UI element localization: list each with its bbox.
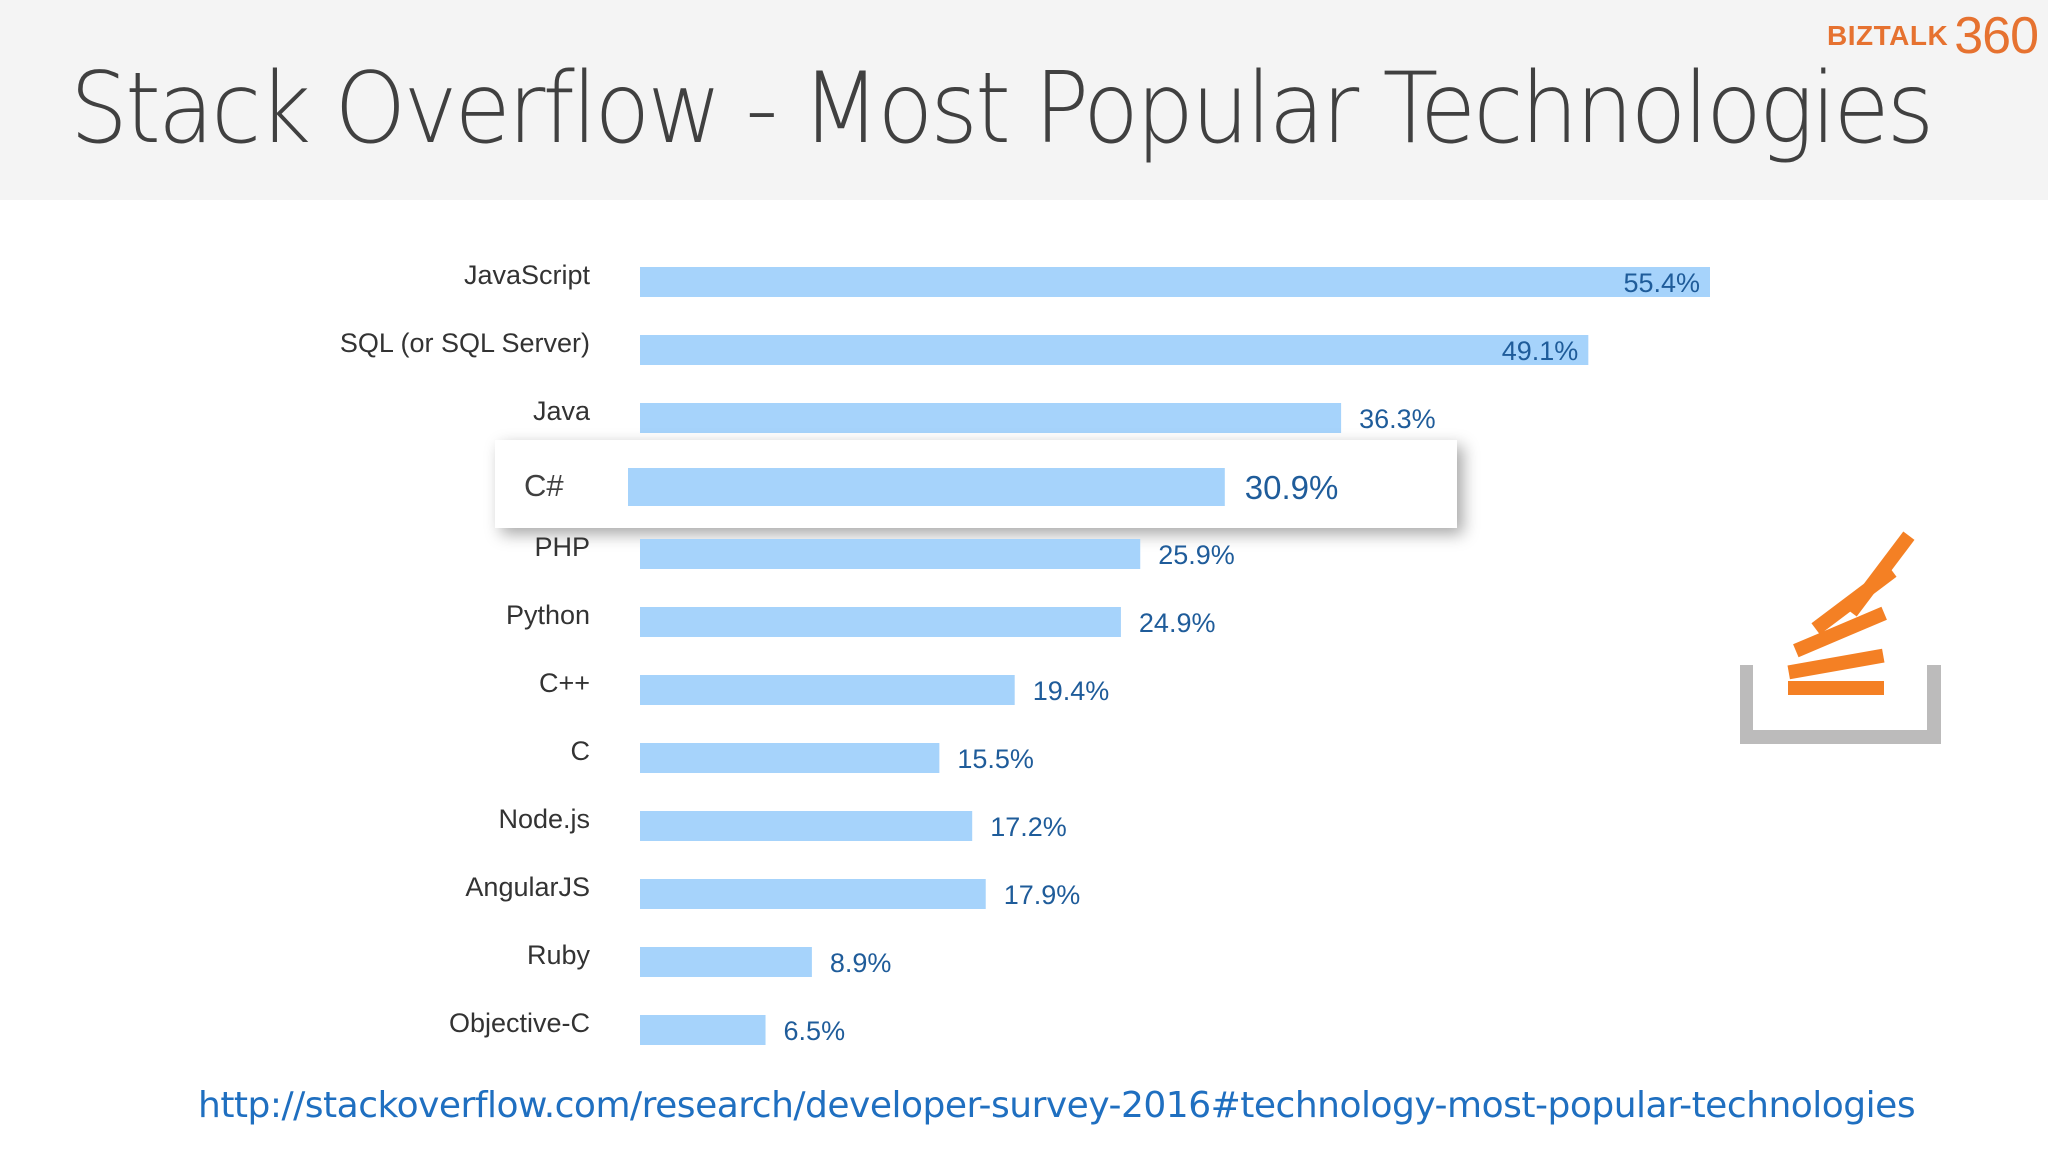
category-label: SQL (or SQL Server) — [340, 328, 590, 358]
category-label: Java — [533, 396, 591, 426]
bar — [640, 811, 973, 841]
bar — [640, 675, 1015, 705]
value-label: 8.9% — [830, 948, 892, 978]
value-label: 30.9% — [1245, 469, 1339, 506]
category-label: C++ — [539, 668, 590, 698]
value-label: 17.9% — [1004, 880, 1081, 910]
source-link[interactable]: http://stackoverflow.com/research/develo… — [198, 1085, 1916, 1126]
category-label: C — [571, 736, 591, 766]
brand-text: BIZTALK — [1827, 20, 1949, 51]
category-label: Objective-C — [449, 1008, 590, 1038]
value-label: 24.9% — [1139, 608, 1216, 638]
bar — [640, 539, 1141, 569]
brand-number: 360 — [1954, 7, 2039, 65]
page-title: Stack Overflow - Most Popular Technologi… — [70, 52, 1934, 166]
category-label: PHP — [534, 532, 590, 562]
bar — [640, 743, 940, 773]
bar — [640, 1015, 766, 1045]
value-label: 19.4% — [1033, 676, 1110, 706]
category-label: JavaScript — [464, 260, 591, 290]
value-label: 25.9% — [1158, 540, 1235, 570]
bar — [640, 879, 986, 909]
bar — [628, 468, 1225, 506]
bar — [640, 947, 812, 977]
header: Stack Overflow - Most Popular Technologi… — [0, 0, 2048, 200]
category-label: AngularJS — [465, 872, 590, 902]
value-label: 15.5% — [957, 744, 1034, 774]
category-label: Python — [506, 600, 590, 630]
category-label: Node.js — [498, 804, 590, 834]
value-label: 36.3% — [1359, 404, 1436, 434]
category-label: C# — [524, 468, 564, 503]
value-label: 17.2% — [990, 812, 1067, 842]
value-label: 55.4% — [1623, 268, 1700, 298]
bar — [640, 335, 1589, 365]
bar — [640, 403, 1342, 433]
bar — [640, 267, 1710, 297]
value-label: 49.1% — [1502, 336, 1579, 366]
stack-overflow-icon — [1740, 531, 1941, 744]
value-label: 6.5% — [784, 1016, 846, 1046]
brand-logo: BIZTALK 360 — [1827, 7, 2039, 65]
bar — [640, 607, 1121, 637]
category-label: Ruby — [527, 940, 591, 970]
bar-chart: JavaScript 55.4% SQL (or SQL Server) 49.1% J… — [340, 260, 1710, 1046]
